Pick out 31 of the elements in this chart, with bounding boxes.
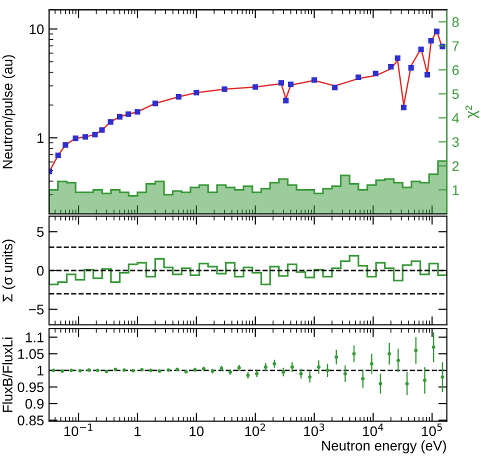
y-tick-label: 0.9: [25, 398, 44, 409]
y-tick-label: 0.85: [18, 416, 44, 426]
y2-tick-label: 6: [452, 65, 459, 76]
x-tick-label: 10$^{2}$: [245, 423, 265, 436]
y2-tick-label: 2: [452, 161, 459, 171]
x-tick-label: 10$^{4}$: [363, 424, 384, 436]
x-tick-label: 10$^{5}$: [422, 424, 442, 436]
y-axis-title: Σ (σ units): [2, 240, 16, 302]
y-tick-label: 1: [38, 133, 44, 143]
x-tick-label: 10: [190, 426, 204, 436]
y2-tick-label: 1: [452, 185, 459, 195]
y-axis-title: FluxB/FluxLi: [2, 338, 13, 412]
y-tick-label: −5: [29, 304, 44, 314]
x-tick-label: 1: [134, 426, 141, 436]
y-tick-label: 0.95: [18, 382, 44, 392]
x-tick-label: 10$^{−1}$: [64, 424, 92, 436]
y-tick-label: 0: [37, 266, 44, 276]
y2-tick-label: 7: [452, 41, 459, 51]
x-tick-label: 10$^{3}$: [304, 423, 324, 436]
y2-tick-label: 4: [452, 113, 460, 123]
y2-tick-label: 3: [452, 137, 459, 148]
y2-tick-label: 8: [452, 17, 459, 27]
y-axis-title: Neutron/pulse (au): [2, 55, 16, 168]
y-tick-label: 10: [30, 24, 44, 34]
x-axis-title: Neutron energy (eV): [322, 440, 446, 454]
y-tick-label: 1: [38, 366, 44, 376]
y-tick-label: 1.05: [18, 349, 44, 359]
y2-tick-label: 5: [452, 89, 459, 100]
y2-axis-title: χ²: [465, 106, 480, 118]
y-tick-label: 1.1: [26, 332, 44, 342]
y-tick-label: 5: [37, 227, 44, 237]
